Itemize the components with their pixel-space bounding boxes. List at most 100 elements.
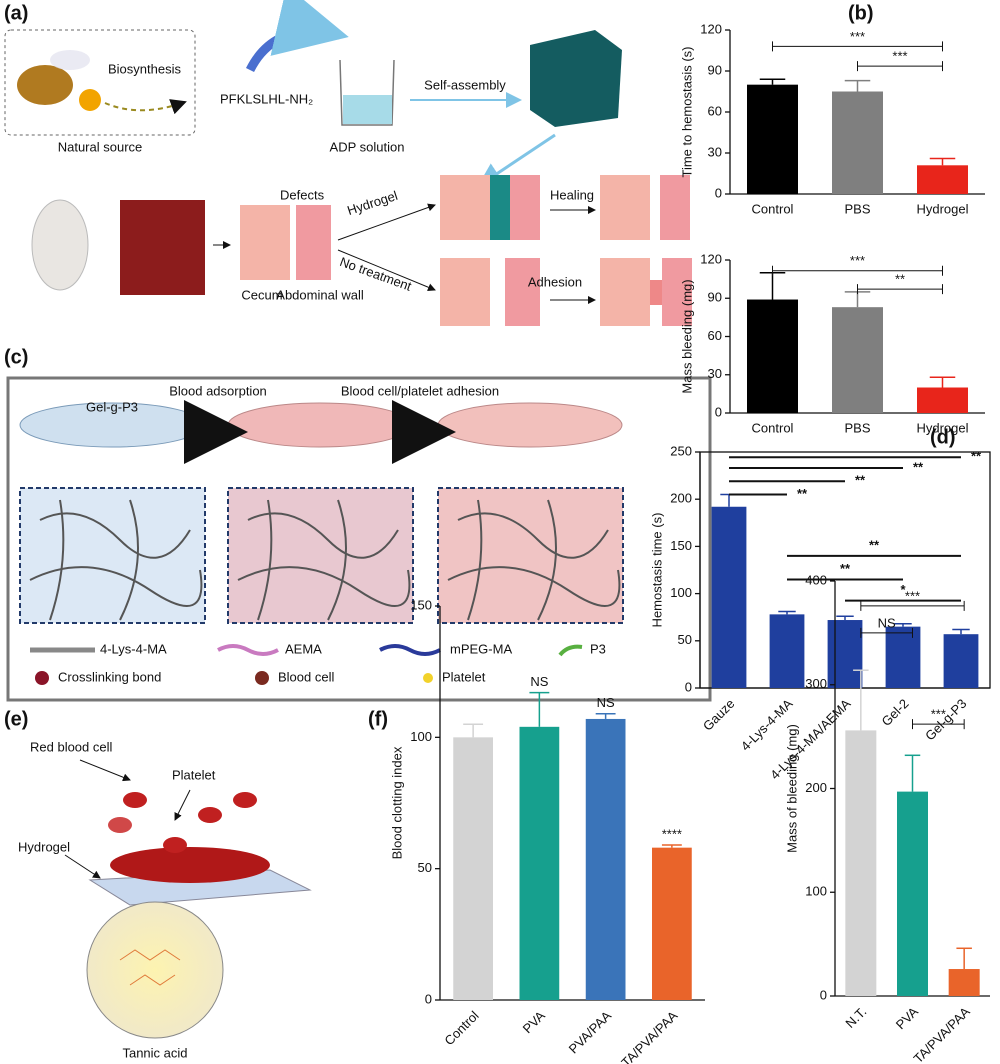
label: Hydrogel — [18, 839, 70, 854]
bar — [711, 506, 747, 688]
label: Blood cell/platelet adhesion — [341, 383, 499, 398]
annotation: NS — [878, 615, 896, 630]
y-tick-label: 120 — [700, 251, 722, 266]
bar — [585, 718, 626, 1000]
drop — [79, 89, 101, 111]
label: Healing — [550, 187, 594, 202]
network — [237, 499, 411, 621]
legend-dot — [35, 671, 49, 685]
bar — [885, 626, 921, 688]
legend-line — [379, 644, 441, 656]
x-tick-label: PBS — [844, 201, 870, 216]
disk — [437, 402, 623, 448]
bar — [948, 969, 980, 996]
rbc — [108, 817, 132, 833]
x-tick-label: Control — [441, 1008, 481, 1048]
zoom — [19, 487, 206, 624]
x-tick-label: Hydrogel — [916, 420, 968, 435]
y-tick-label: 90 — [708, 290, 722, 305]
gel-layer — [490, 175, 510, 240]
y-tick-label: 30 — [708, 144, 722, 159]
x-tick-label: N.T. — [842, 1004, 869, 1031]
bar — [519, 726, 560, 1000]
label: Red blood cell — [30, 739, 112, 754]
panel-label: (d) — [930, 426, 956, 448]
y-axis-title: Hemostasis time (s) — [649, 513, 664, 628]
zoom — [227, 487, 414, 624]
bar — [453, 737, 493, 1000]
bar — [652, 847, 692, 1000]
y-tick-label: 200 — [670, 491, 692, 506]
legend-label: mPEG-MA — [450, 641, 512, 656]
annotation: ** — [895, 272, 905, 287]
annotation: NS — [530, 674, 548, 689]
arrow — [79, 759, 131, 782]
annotation: *** — [892, 49, 907, 64]
frame — [6, 376, 712, 702]
annotation: * — [900, 582, 906, 597]
bar — [769, 614, 805, 688]
bee — [17, 65, 73, 105]
x-tick-label: Control — [752, 201, 794, 216]
network — [29, 499, 203, 621]
annotation: NS — [597, 695, 615, 710]
label: PFKLSLHL-NH₂ — [220, 91, 313, 106]
adhesion — [650, 280, 662, 305]
annotation: ** — [971, 449, 982, 464]
tissue — [440, 175, 490, 240]
zoom — [437, 487, 624, 624]
x-tick-label: PVA — [893, 1004, 922, 1033]
y-tick-label: 60 — [708, 328, 722, 343]
panel-c: Gel-g-P3 Blood adsorption Blood cell/pla… — [6, 376, 712, 702]
y-tick-label: 90 — [708, 62, 722, 77]
y-tick-label: 250 — [670, 443, 692, 458]
y-tick-label: 30 — [708, 366, 722, 381]
tissue — [660, 175, 690, 240]
tissue — [662, 258, 692, 326]
legend-line — [558, 644, 583, 657]
arrow — [104, 99, 187, 115]
bar — [832, 307, 883, 413]
y-tick-label: 120 — [700, 21, 722, 36]
tissue — [600, 258, 650, 326]
panel-e: Red blood cell Platelet Hydrogel Tannic … — [18, 739, 312, 1060]
y-tick-label: 150 — [410, 597, 432, 612]
y-axis-title: Time to hemostasis (s) — [679, 47, 694, 178]
bar — [827, 620, 863, 688]
disk — [227, 402, 413, 448]
arrow — [174, 789, 191, 821]
label: Biosynthesis — [108, 61, 181, 76]
legend-line — [217, 644, 279, 656]
label: Abdominal wall — [276, 287, 364, 302]
label: Gel-g-P3 — [86, 399, 138, 414]
bar — [917, 165, 968, 194]
panel-label: (b) — [848, 2, 874, 24]
molecule — [119, 949, 181, 986]
x-tick-label: Gel-2 — [878, 696, 911, 729]
bar — [845, 730, 877, 996]
arrow — [64, 854, 101, 879]
legend-label: Crosslinking bond — [58, 669, 161, 684]
bar — [747, 299, 798, 413]
label: Blood adsorption — [169, 383, 267, 398]
y-tick-label: 200 — [805, 780, 827, 795]
annotation: *** — [905, 588, 920, 603]
annotation: ** — [797, 486, 808, 501]
clot — [110, 847, 270, 883]
panel-label: (e) — [4, 708, 28, 730]
annotation: **** — [662, 826, 682, 841]
y-tick-label: 300 — [805, 676, 827, 691]
y-axis-title: Mass of bleeding (mg) — [784, 724, 799, 853]
zoom-circle — [86, 901, 224, 1039]
y-axis-title: Blood clotting index — [389, 746, 404, 859]
bar — [897, 791, 928, 996]
bar — [747, 84, 798, 194]
bar — [917, 387, 968, 413]
x-tick-label: Gauze — [700, 696, 738, 734]
rbc — [233, 792, 257, 808]
y-tick-label: 0 — [715, 185, 722, 200]
tissue — [440, 258, 490, 326]
label: Cecum — [241, 287, 282, 302]
rbc — [198, 807, 222, 823]
